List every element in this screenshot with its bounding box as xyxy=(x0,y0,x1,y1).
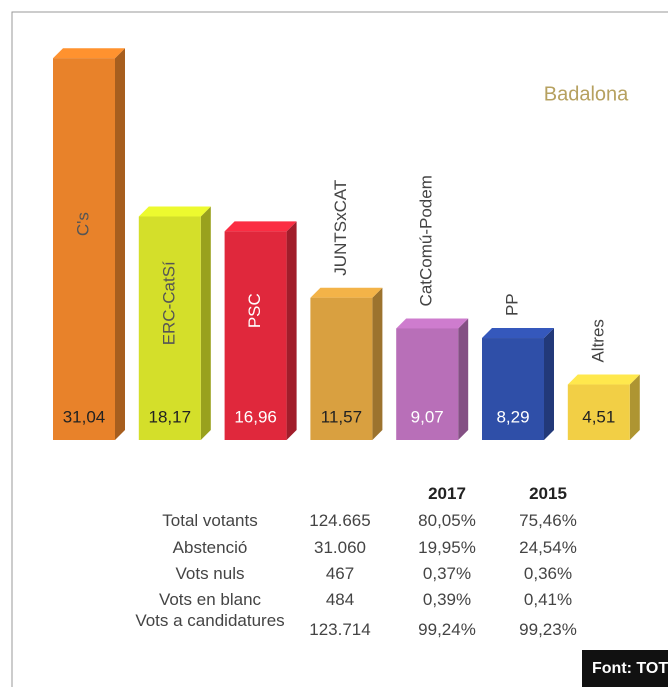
column-header: 2017 xyxy=(428,484,466,503)
value-label: 9,07 xyxy=(411,407,444,426)
bar-top xyxy=(53,48,125,59)
bar-top xyxy=(482,328,554,339)
row-label: Vots a candidatures xyxy=(135,611,285,630)
category-label: PSC xyxy=(245,293,264,328)
cell-value: 484 xyxy=(325,590,355,609)
bar-side xyxy=(629,374,640,440)
bar xyxy=(567,384,630,440)
bar xyxy=(482,338,544,440)
column-header: 2015 xyxy=(529,484,567,503)
row-label: Total votants xyxy=(162,511,258,530)
cell-value: 123.714 xyxy=(309,620,371,639)
bar-top xyxy=(224,221,297,232)
value-label: 16,96 xyxy=(234,407,277,426)
row-label: Abstenció xyxy=(172,538,248,557)
bar xyxy=(53,58,115,440)
row-label: Vots en blanc xyxy=(158,590,262,609)
frame xyxy=(11,11,668,687)
category-label: JUNTSxCAT xyxy=(331,180,350,276)
bar-top xyxy=(310,287,383,298)
value-label: 4,51 xyxy=(582,407,615,426)
cell-value: 19,95% xyxy=(418,538,476,557)
bar xyxy=(138,216,201,440)
row-label: Vots nuls xyxy=(175,564,245,583)
bar-side xyxy=(544,328,554,440)
value-label: 18,17 xyxy=(149,407,192,426)
cell-value: 0,37% xyxy=(422,564,472,583)
bar xyxy=(310,297,373,440)
bar-side xyxy=(372,287,383,440)
cell-value: 467 xyxy=(325,564,355,583)
value-label: 8,29 xyxy=(496,407,529,426)
cell-value: 0,39% xyxy=(422,590,472,609)
bar-side xyxy=(115,48,125,440)
bar xyxy=(396,328,459,440)
bar-side xyxy=(200,206,211,440)
cell-value: 99,23% xyxy=(519,620,577,639)
category-label: ERC-CatSí xyxy=(159,261,178,345)
cell-value: 80,05% xyxy=(418,511,476,530)
bar-side xyxy=(458,318,469,440)
cell-value: 0,41% xyxy=(523,590,573,609)
cell-value: 24,54% xyxy=(519,538,577,557)
cell-value: 99,24% xyxy=(418,620,476,639)
value-label: 11,57 xyxy=(321,407,362,426)
category-label: Altres xyxy=(588,319,607,362)
value-label: 31,04 xyxy=(63,407,106,426)
cell-value: 75,46% xyxy=(519,511,577,530)
category-label: CatComú-Podem xyxy=(417,175,436,306)
cell-value: 31.060 xyxy=(314,538,366,557)
chart-title: Badalona xyxy=(544,83,629,105)
bar-top xyxy=(567,374,640,385)
category-label: C's xyxy=(73,212,92,236)
bar-top xyxy=(396,318,469,329)
bar-top xyxy=(138,206,211,217)
bar xyxy=(224,231,287,440)
source: Font: TOT xyxy=(582,650,668,687)
category-label: PP xyxy=(502,293,521,316)
bar-side xyxy=(286,221,297,440)
cell-value: 0,36% xyxy=(523,564,573,583)
cell-value: 124.665 xyxy=(309,511,371,530)
